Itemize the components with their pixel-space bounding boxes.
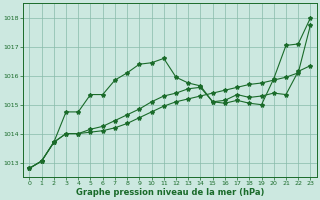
X-axis label: Graphe pression niveau de la mer (hPa): Graphe pression niveau de la mer (hPa): [76, 188, 264, 197]
